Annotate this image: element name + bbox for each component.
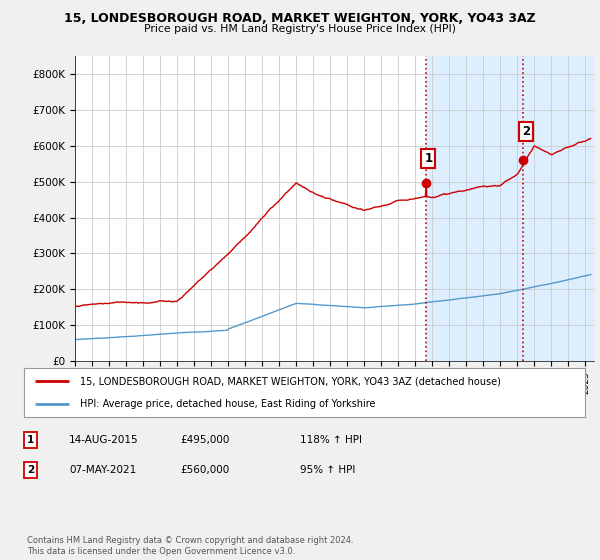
Text: 07-MAY-2021: 07-MAY-2021 <box>69 465 136 475</box>
Text: 15, LONDESBOROUGH ROAD, MARKET WEIGHTON, YORK, YO43 3AZ: 15, LONDESBOROUGH ROAD, MARKET WEIGHTON,… <box>64 12 536 25</box>
Text: £495,000: £495,000 <box>180 435 229 445</box>
Text: Contains HM Land Registry data © Crown copyright and database right 2024.
This d: Contains HM Land Registry data © Crown c… <box>27 536 353 556</box>
Text: Price paid vs. HM Land Registry's House Price Index (HPI): Price paid vs. HM Land Registry's House … <box>144 24 456 34</box>
Text: 2: 2 <box>27 465 34 475</box>
Text: 118% ↑ HPI: 118% ↑ HPI <box>300 435 362 445</box>
Text: HPI: Average price, detached house, East Riding of Yorkshire: HPI: Average price, detached house, East… <box>80 399 376 409</box>
Text: £560,000: £560,000 <box>180 465 229 475</box>
Text: 2: 2 <box>522 125 530 138</box>
Text: 14-AUG-2015: 14-AUG-2015 <box>69 435 139 445</box>
Text: 15, LONDESBOROUGH ROAD, MARKET WEIGHTON, YORK, YO43 3AZ (detached house): 15, LONDESBOROUGH ROAD, MARKET WEIGHTON,… <box>80 376 501 386</box>
Text: 95% ↑ HPI: 95% ↑ HPI <box>300 465 355 475</box>
Bar <box>426 56 600 361</box>
Text: 1: 1 <box>424 152 433 165</box>
Text: 1: 1 <box>27 435 34 445</box>
